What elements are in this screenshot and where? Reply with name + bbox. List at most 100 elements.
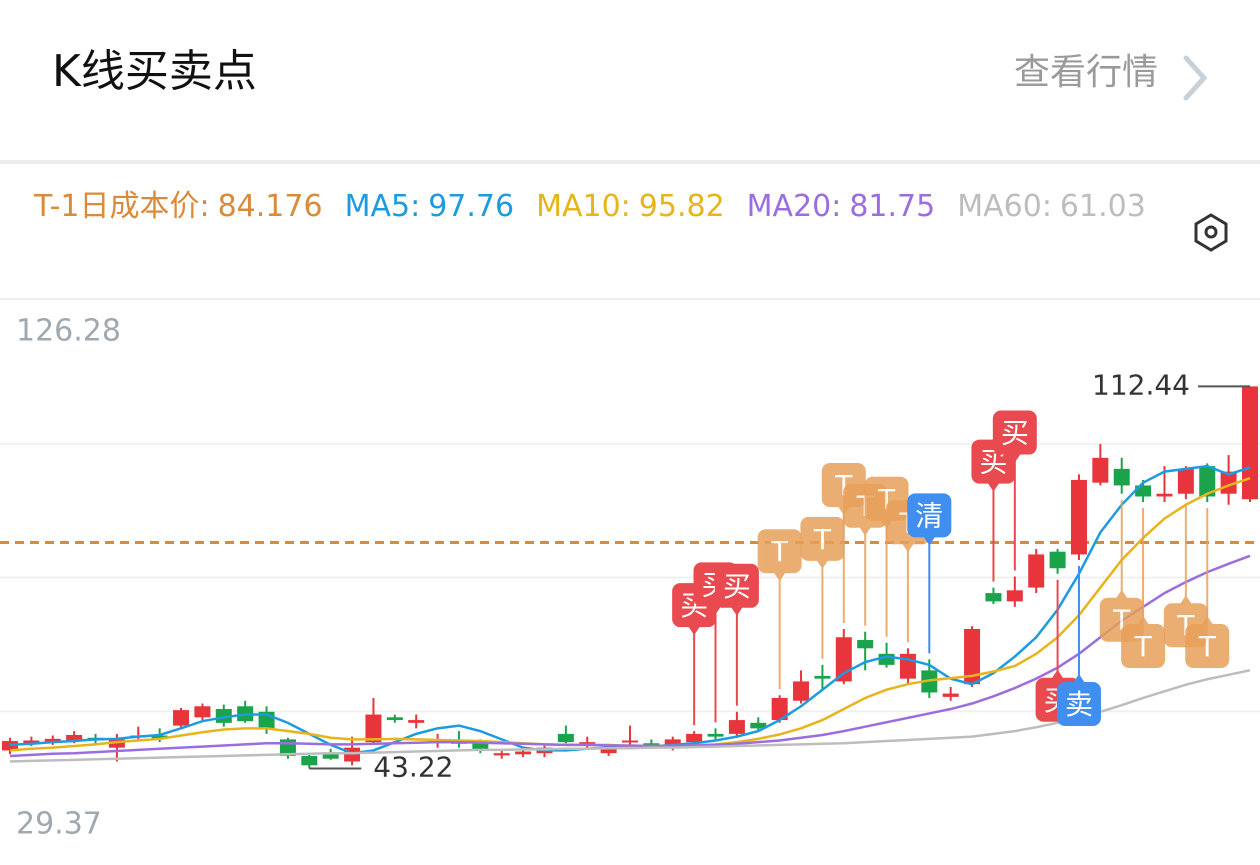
candle-body xyxy=(1028,554,1045,588)
signal: T xyxy=(800,516,845,659)
candle-body xyxy=(622,740,638,743)
signal-bubble xyxy=(1121,624,1166,669)
candle-body xyxy=(1177,468,1194,494)
view-market-link[interactable]: 查看行情 xyxy=(1014,52,1158,93)
signal-label: T xyxy=(813,523,832,556)
candle-body xyxy=(985,593,1002,602)
signal: 买 xyxy=(992,410,1037,571)
legend-label: MA20: xyxy=(747,189,842,224)
candle-body xyxy=(793,681,810,701)
signal-bubble xyxy=(907,493,952,538)
candle-body xyxy=(173,710,190,726)
candle-body xyxy=(44,738,61,743)
signal-label: T xyxy=(770,535,789,568)
signal-label: 买 xyxy=(723,570,751,603)
signal: 买 xyxy=(714,563,759,706)
candle-body xyxy=(322,753,339,759)
legend: T-1日成本价: 84.176 MA5: 97.76 MA10: 95.82 MA20: 81… xyxy=(33,189,1146,224)
signal: T xyxy=(1121,508,1166,669)
view-market[interactable]: 查看行情 xyxy=(1014,52,1208,101)
signal-label: T xyxy=(1198,630,1217,663)
candle-body xyxy=(1049,551,1066,569)
candle-body xyxy=(771,697,788,721)
signal-bubble xyxy=(1185,624,1230,669)
candle-body xyxy=(579,742,596,745)
legend-value: 97.76 xyxy=(428,189,514,224)
candle-body xyxy=(108,739,125,748)
candle-body xyxy=(194,706,211,718)
legend-label: MA5: xyxy=(345,189,421,224)
signal-bubble xyxy=(992,410,1037,455)
signal: T xyxy=(1185,508,1230,669)
candle-body xyxy=(600,747,617,754)
signal: 买 xyxy=(971,439,1016,582)
signal-label: 卖 xyxy=(1065,688,1093,721)
settings[interactable] xyxy=(1194,213,1228,252)
signal: T xyxy=(757,529,802,690)
signal: 清 xyxy=(907,493,952,654)
candle-body xyxy=(1199,466,1216,497)
candle-body xyxy=(1092,457,1109,483)
legend-entry: MA20: 81.75 xyxy=(747,189,936,224)
legend-label: MA60: xyxy=(957,189,1052,224)
signal-label: 清 xyxy=(915,499,943,532)
candle-body xyxy=(728,720,745,734)
legend-entry: MA60: 61.03 xyxy=(957,189,1146,224)
candle-body xyxy=(964,628,981,685)
candle-body xyxy=(66,734,83,741)
divider xyxy=(0,160,1260,164)
candle-body xyxy=(664,739,681,748)
candle-body xyxy=(151,735,168,739)
signal: T xyxy=(1099,499,1144,642)
candle-body xyxy=(1113,468,1130,486)
candle-body xyxy=(472,742,489,751)
signal: 卖 xyxy=(1056,565,1101,726)
candle-body xyxy=(301,755,318,766)
signal-label: T xyxy=(1134,630,1153,663)
legend-label: T-1日成本价: xyxy=(33,189,210,224)
signal-bubble xyxy=(757,529,802,574)
candle-body xyxy=(942,693,959,697)
candle-body xyxy=(365,714,382,743)
signal-bubble xyxy=(800,516,845,561)
signal-bubble xyxy=(1056,681,1101,726)
candle-body xyxy=(386,717,403,721)
candle-body xyxy=(215,709,232,723)
candle-body xyxy=(23,740,40,744)
candle-body xyxy=(750,722,767,729)
candle-body xyxy=(557,733,574,743)
chevron[interactable] xyxy=(1183,55,1208,101)
divider xyxy=(0,298,1260,300)
ma-line xyxy=(9,554,1251,758)
legend-label: MA10: xyxy=(536,189,631,224)
candle-body xyxy=(814,675,831,679)
legend-value: 95.82 xyxy=(639,189,725,224)
candle-body xyxy=(1070,479,1087,555)
legend-value: 84.176 xyxy=(218,189,323,224)
settings-icon[interactable] xyxy=(1194,213,1228,252)
y-tick-label: 126.28 xyxy=(16,314,121,349)
settings-icon-dot[interactable] xyxy=(1204,225,1218,239)
candle-body xyxy=(1156,493,1173,497)
extreme-label: 43.22 xyxy=(373,751,453,784)
candle-body xyxy=(1006,590,1023,602)
ma-line xyxy=(9,668,1251,763)
candle-body xyxy=(707,733,724,737)
candle-body xyxy=(515,751,532,755)
candle-body xyxy=(686,733,703,743)
candle-body xyxy=(1242,386,1258,500)
legend-value: 81.75 xyxy=(849,189,935,224)
candle-body xyxy=(878,653,895,665)
legend-entry: MA10: 95.82 xyxy=(536,189,725,224)
legend-entry: MA5: 97.76 xyxy=(345,189,515,224)
candle-body xyxy=(408,720,425,723)
candle-body xyxy=(493,753,510,756)
title: K线买卖点 xyxy=(52,46,257,97)
extreme-label: 112.44 xyxy=(1092,368,1190,401)
signal-bubble xyxy=(714,563,759,608)
legend-value: 61.03 xyxy=(1060,189,1146,224)
y-tick-label: 29.37 xyxy=(16,807,102,842)
